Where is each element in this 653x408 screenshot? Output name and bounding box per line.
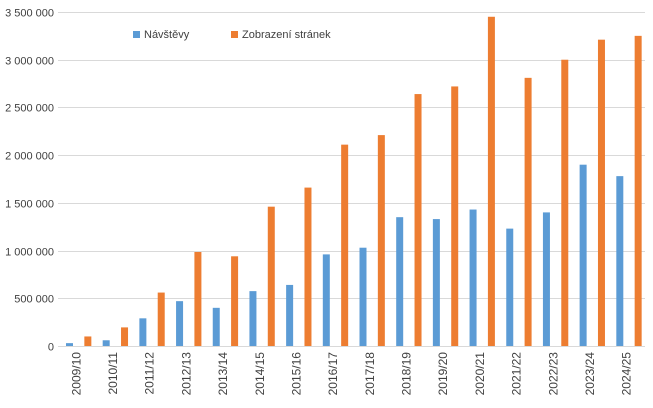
- x-tick-label: 2022/23: [546, 352, 560, 396]
- y-tick-label: 2 500 000: [5, 103, 54, 115]
- bar-navstevy: [469, 209, 477, 346]
- y-tick-label: 3 500 000: [5, 8, 54, 20]
- y-tick-label: 0: [48, 342, 54, 354]
- bar-zobrazeni: [304, 187, 312, 346]
- legend: Návštěvy Zobrazení stránek: [133, 29, 331, 41]
- y-axis-ticks: 0 500 000 1 000 000 1 500 000 2 000 000 2 500…: [5, 8, 54, 354]
- x-tick-label: 2023/24: [583, 352, 597, 396]
- legend-swatch-navstevy: [133, 31, 140, 38]
- y-tick-label: 2 000 000: [5, 151, 54, 163]
- bar-zobrazeni: [487, 16, 495, 347]
- x-tick-label: 2018/19: [400, 352, 414, 396]
- x-tick-label: 2014/15: [253, 352, 267, 396]
- bar-navstevy: [616, 176, 624, 346]
- x-tick-label: 2016/17: [326, 352, 340, 396]
- bar-zobrazeni: [524, 77, 532, 347]
- gridlines: [58, 12, 645, 347]
- bar-zobrazeni: [377, 135, 385, 346]
- bar-zobrazeni: [231, 256, 239, 346]
- legend-swatch-zobrazeni: [231, 31, 238, 38]
- bar-navstevy: [506, 228, 514, 346]
- x-tick-label: 2017/18: [363, 352, 377, 396]
- x-tick-label: 2011/12: [143, 352, 157, 395]
- x-tick-label: 2009/10: [69, 352, 83, 396]
- bar-zobrazeni: [121, 327, 129, 346]
- bar-zobrazeni: [414, 94, 422, 346]
- bar-navstevy: [176, 301, 184, 346]
- bar-zobrazeni: [597, 39, 605, 346]
- bar-zobrazeni: [84, 336, 92, 346]
- bar-navstevy: [322, 254, 330, 346]
- y-tick-label: 3 000 000: [5, 56, 54, 68]
- bar-navstevy: [579, 164, 587, 346]
- bar-zobrazeni: [194, 252, 202, 346]
- y-tick-label: 500 000: [14, 294, 54, 306]
- bar-navstevy: [286, 284, 294, 346]
- bar-zobrazeni: [561, 59, 569, 346]
- bar-navstevy: [432, 219, 440, 346]
- bar-navstevy: [396, 217, 404, 346]
- bar-navstevy: [542, 212, 550, 346]
- bar-navstevy: [66, 343, 73, 346]
- legend-label-zobrazeni: Zobrazení stránek: [242, 29, 331, 41]
- bar-navstevy: [249, 291, 257, 346]
- x-tick-label: 2024/25: [620, 352, 634, 396]
- bar-navstevy: [139, 318, 147, 346]
- y-tick-label: 1 000 000: [5, 247, 54, 259]
- y-tick-label: 1 500 000: [5, 199, 54, 211]
- bars: [66, 16, 642, 347]
- bar-navstevy: [102, 340, 110, 346]
- bar-zobrazeni: [451, 86, 459, 346]
- bar-zobrazeni: [267, 206, 275, 346]
- bar-zobrazeni: [634, 35, 642, 346]
- x-tick-label: 2013/14: [216, 352, 230, 396]
- x-tick-label: 2015/16: [289, 352, 303, 396]
- x-axis-ticks: 2009/10 2010/11 2011/12 2012/13 2013/14 2014/…: [69, 352, 633, 396]
- x-tick-label: 2021/22: [510, 352, 524, 396]
- x-tick-label: 2020/21: [473, 352, 487, 396]
- bar-navstevy: [359, 247, 367, 346]
- x-tick-label: 2012/13: [179, 352, 193, 396]
- legend-label-navstevy: Návštěvy: [144, 29, 190, 41]
- bar-zobrazeni: [157, 292, 165, 346]
- bar-zobrazeni: [341, 144, 349, 346]
- x-tick-label: 2010/11: [106, 352, 120, 395]
- bar-navstevy: [212, 307, 220, 346]
- x-tick-label: 2019/20: [436, 352, 450, 396]
